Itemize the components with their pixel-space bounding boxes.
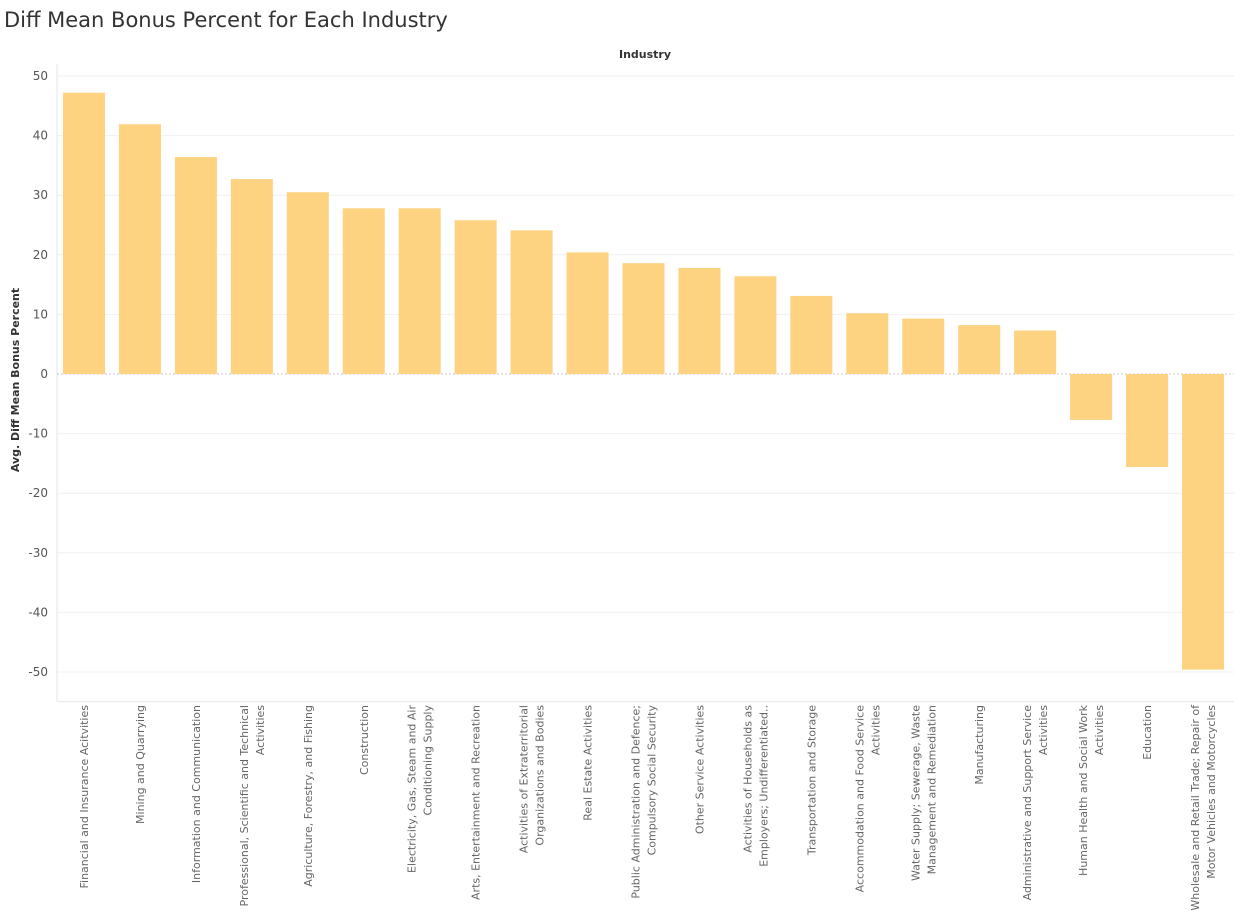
bar[interactable] bbox=[734, 276, 777, 374]
x-tick-label-line: Activities bbox=[869, 705, 882, 755]
y-tick-label: 30 bbox=[33, 188, 48, 202]
x-tick-label-line: Management and Remediation bbox=[925, 705, 938, 874]
bar[interactable] bbox=[902, 318, 945, 374]
y-tick-label: 0 bbox=[40, 367, 48, 381]
x-tick-label: Mining and Quarrying bbox=[134, 705, 147, 824]
x-tick-label-line: Mining and Quarrying bbox=[134, 705, 147, 824]
column-header-label: Industry bbox=[619, 48, 671, 61]
x-tick-label: Professional, Scientific and Technical Ac… bbox=[238, 705, 267, 907]
x-tick-label: Human Health and Social Work Activities bbox=[1077, 704, 1106, 876]
x-tick-label: Manufacturing bbox=[973, 705, 986, 785]
x-tick-label: Public Administration and Defence; Compul… bbox=[630, 705, 659, 899]
x-tick-label: Electricity, Gas, Steam and Air Condition… bbox=[406, 705, 435, 873]
y-axis-label: Avg. Diff Mean Bonus Percent bbox=[9, 288, 22, 472]
bar[interactable] bbox=[286, 192, 329, 374]
x-tick-label-line: Financial and Insurance Acitvities bbox=[78, 705, 91, 889]
x-tick-label-line: Manufacturing bbox=[973, 705, 986, 785]
x-tick-label: Agriculture, Forestry, and Fishing bbox=[302, 705, 315, 887]
x-tick-label-line: Human Health and Social Work bbox=[1077, 704, 1090, 876]
x-tick-label: Accommodation and Food Service Activities bbox=[853, 705, 882, 893]
x-tick-label: Water Supply; Sewerage, Waste Management … bbox=[909, 705, 938, 881]
x-tick-label-line: Electricity, Gas, Steam and Air bbox=[406, 705, 419, 873]
bar[interactable] bbox=[174, 157, 217, 374]
x-tick-label: Transportation and Storage bbox=[805, 705, 818, 856]
x-tick-label-line: Professional, Scientific and Technical bbox=[238, 705, 251, 906]
bar[interactable] bbox=[230, 179, 273, 374]
bar[interactable] bbox=[566, 252, 609, 374]
x-tick-label: Real Estate Activities bbox=[582, 705, 595, 821]
y-tick-label: 10 bbox=[33, 307, 48, 321]
y-tick-label: -30 bbox=[28, 546, 48, 560]
x-tick-label-line: Activities bbox=[1037, 705, 1050, 755]
x-tick-label-line: Education bbox=[1141, 705, 1154, 760]
x-tick-label: Wholesale and Retail Trade; Repair of Mot… bbox=[1189, 704, 1218, 911]
x-tick-label-line: Construction bbox=[358, 705, 371, 775]
y-tick-label: 40 bbox=[33, 129, 48, 143]
x-tick-label-line: Real Estate Activities bbox=[582, 705, 595, 821]
bar[interactable] bbox=[958, 325, 1001, 374]
x-tick-label-line: Accommodation and Food Service bbox=[853, 705, 866, 893]
x-tick-label-line: Compulsory Social Security bbox=[646, 705, 659, 856]
bar[interactable] bbox=[622, 263, 665, 374]
x-tick-label-line: Agriculture, Forestry, and Fishing bbox=[302, 705, 315, 887]
x-tick-label: Financial and Insurance Acitvities bbox=[78, 705, 91, 889]
bar[interactable] bbox=[846, 313, 889, 374]
x-tick-label-line: Water Supply; Sewerage, Waste bbox=[909, 705, 922, 881]
y-tick-label: 50 bbox=[33, 69, 48, 83]
x-tick-label: Information and Communication bbox=[190, 705, 203, 883]
y-tick-label: -40 bbox=[28, 605, 48, 619]
bar[interactable] bbox=[1014, 330, 1057, 374]
x-tick-label: Other Service Activities bbox=[693, 705, 706, 834]
x-tick-label: Arts, Entertainment and Recreation bbox=[470, 705, 483, 900]
bar[interactable] bbox=[342, 208, 385, 374]
x-tick-label: Administrative and Support Service Activi… bbox=[1021, 705, 1050, 901]
bar[interactable] bbox=[63, 92, 105, 375]
bar[interactable] bbox=[1182, 374, 1224, 670]
x-tick-label: Construction bbox=[358, 705, 371, 775]
x-tick-label-line: Motor Vehicles and Motorcycles bbox=[1205, 705, 1218, 879]
bar[interactable] bbox=[118, 124, 161, 374]
gridlines bbox=[56, 64, 1234, 703]
bar[interactable] bbox=[1126, 374, 1169, 467]
x-tick-label-line: Activities bbox=[254, 705, 267, 755]
x-tick-label-line: Public Administration and Defence; bbox=[630, 705, 643, 899]
bar[interactable] bbox=[678, 267, 721, 374]
y-tick-label: -50 bbox=[28, 665, 48, 679]
chart-title: Diff Mean Bonus Percent for Each Industr… bbox=[4, 8, 448, 32]
x-tick-label-line: Transportation and Storage bbox=[805, 705, 818, 856]
x-tick-label-line: Other Service Activities bbox=[693, 705, 706, 834]
x-tick-label-line: Wholesale and Retail Trade; Repair of bbox=[1189, 704, 1202, 911]
bar[interactable] bbox=[790, 295, 833, 374]
y-tick-label: -10 bbox=[28, 427, 48, 441]
bar[interactable] bbox=[510, 230, 553, 374]
x-tick-label: Education bbox=[1141, 705, 1154, 760]
x-tick-label-line: Arts, Entertainment and Recreation bbox=[470, 705, 483, 900]
bar[interactable] bbox=[398, 208, 441, 374]
x-tick-label-line: Activities of Households as bbox=[741, 705, 754, 853]
x-tick-label: Activities of Households as Employers; Un… bbox=[741, 705, 770, 867]
x-tick-label-line: Organizations and Bodies bbox=[534, 705, 547, 846]
y-tick-label: -20 bbox=[28, 486, 48, 500]
x-axis-ticks: Financial and Insurance Acitvities Mining… bbox=[78, 704, 1218, 911]
x-tick-label-line: Employers; Undifferentiated.. bbox=[757, 705, 770, 867]
x-tick-label-line: Administrative and Support Service bbox=[1021, 705, 1034, 901]
y-tick-label: 20 bbox=[33, 248, 48, 262]
y-axis-ticks: 50 40 30 20 10 0 -10 -20 -30 -40 -50 bbox=[28, 69, 48, 679]
x-tick-label-line: Activities bbox=[1093, 705, 1106, 755]
bars bbox=[63, 92, 1224, 670]
x-tick-label-line: Conditioning Supply bbox=[422, 705, 435, 816]
x-tick-label: Activities of Extraterritorial Organizati… bbox=[518, 705, 547, 853]
x-tick-label-line: Information and Communication bbox=[190, 705, 203, 883]
bar[interactable] bbox=[454, 220, 497, 374]
bar[interactable] bbox=[1070, 374, 1113, 420]
x-tick-label-line: Activities of Extraterritorial bbox=[518, 705, 531, 853]
